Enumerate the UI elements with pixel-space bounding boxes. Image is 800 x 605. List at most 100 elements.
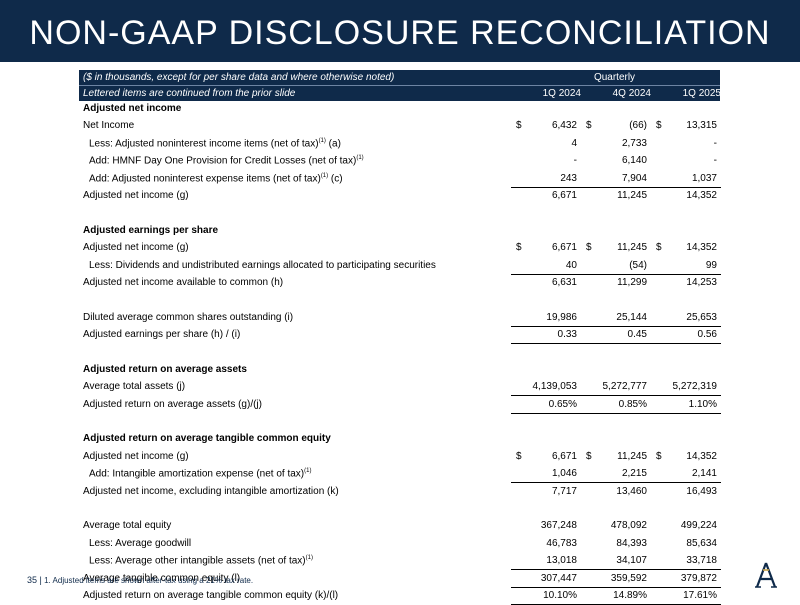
cell-value: 84,393 <box>616 537 647 549</box>
row-label: Adjusted net income (g) <box>83 189 189 201</box>
currency-symbol: $ <box>516 450 522 462</box>
row-label: Add: Adjusted noninterest expense items … <box>89 172 343 184</box>
cell-value: 34,107 <box>616 555 647 567</box>
footer: 35 | 1. Adjusted items are shown after-t… <box>27 575 253 585</box>
cell-value: 10.10% <box>543 589 577 601</box>
value-cell: - <box>511 155 581 169</box>
table-row: Adjusted return on average assets (g)/(j… <box>79 397 721 414</box>
cell-value: 14,352 <box>686 450 717 462</box>
value-cell: 7,904 <box>581 173 651 188</box>
company-logo-icon <box>752 560 780 590</box>
cell-value: 11,299 <box>617 276 647 288</box>
section-heading: Adjusted net income <box>83 103 182 114</box>
cell-value: 0.45 <box>627 329 647 341</box>
cell-value: 4,139,053 <box>532 381 578 393</box>
cell-value: 499,224 <box>680 520 717 532</box>
row-label: Adjusted return on average tangible comm… <box>83 589 339 601</box>
row-label: Add: HMNF Day One Provision for Credit L… <box>89 155 364 167</box>
spacer-row <box>79 501 720 518</box>
cell-value: 40 <box>565 259 577 271</box>
cell-value: 13,460 <box>616 485 647 497</box>
value-cell: - <box>651 155 721 169</box>
table-row: Adjusted net income <box>79 101 720 118</box>
table-row: Adjusted return on average assets <box>79 362 720 379</box>
value-cell: 13,018 <box>511 555 581 571</box>
cell-value: 6,671 <box>551 189 577 201</box>
table-header-row-2: Lettered items are continued from the pr… <box>79 85 721 101</box>
cell-value: 6,671 <box>551 450 577 462</box>
cell-value: 99 <box>705 259 717 271</box>
table-row: Adjusted return on average tangible comm… <box>79 588 721 605</box>
value-cell: 14,253 <box>651 277 721 291</box>
cell-value: - <box>713 155 717 167</box>
units-note: ($ in thousands, except for per share da… <box>83 72 395 83</box>
table-header-row-1: ($ in thousands, except for per share da… <box>79 70 720 85</box>
currency-symbol: $ <box>656 120 662 132</box>
cell-value: 19,986 <box>546 311 577 323</box>
cell-value: 14,352 <box>686 189 717 201</box>
table-row: Average total assets (j) 4,139,053 5,272,7… <box>79 379 721 397</box>
section-heading: Adjusted earnings per share <box>83 224 219 236</box>
cell-value: 14,253 <box>686 276 717 288</box>
row-label: Less: Average goodwill <box>89 537 192 549</box>
cell-value: 0.85% <box>618 398 647 410</box>
row-label: Add: Intangible amortization expense (ne… <box>89 468 312 480</box>
footnote-marker: (1) <box>356 155 364 162</box>
value-cell: 6,631 <box>511 277 581 291</box>
value-cell: 10.10% <box>511 590 581 605</box>
cell-value: (54) <box>629 259 647 271</box>
value-cell: - <box>651 138 721 152</box>
value-cell: 6,671 <box>511 190 581 204</box>
cell-value: 2,215 <box>621 468 647 480</box>
row-label: Adjusted net income, excluding intangibl… <box>83 485 339 497</box>
value-cell: 16,493 <box>651 486 721 500</box>
currency-symbol: $ <box>516 120 522 132</box>
table-row: Adjusted net income (g) $6,671 $11,245 $14,… <box>79 449 720 466</box>
value-cell: 359,592 <box>581 573 651 588</box>
row-label: Average total equity <box>83 520 172 532</box>
value-cell: $14,352 <box>651 242 721 256</box>
value-cell: 478,092 <box>581 520 651 534</box>
footnote-marker: (1) <box>318 137 326 144</box>
cell-value: 6,140 <box>621 155 647 167</box>
cell-value: 1.10% <box>688 398 717 410</box>
table-row: Adjusted earnings per share (h) / (i) 0.3… <box>79 327 721 345</box>
table-row: Diluted average common shares outstandin… <box>79 310 721 327</box>
footnote: 1. Adjusted items are shown after-tax us… <box>44 576 254 585</box>
value-cell: 0.33 <box>511 329 581 345</box>
cell-value: 6,432 <box>551 120 577 132</box>
cell-value: 307,447 <box>540 572 577 584</box>
table-body: Adjusted net income Net Income $6,432 $ (66)… <box>79 101 721 605</box>
table-row: Adjusted net income (g) $6,671 $11,245 $14,… <box>79 240 720 257</box>
quarterly-group-label: Quarterly <box>593 72 636 83</box>
row-label: Average total assets (j) <box>83 381 186 393</box>
value-cell: 33,718 <box>651 555 721 571</box>
value-cell: $13,315 <box>651 120 721 134</box>
value-cell: 0.56 <box>651 329 721 345</box>
spacer-row <box>79 344 720 361</box>
footnote-marker: (1) <box>304 468 312 475</box>
cell-value: 16,493 <box>686 485 717 497</box>
footnote-marker: (1) <box>305 555 313 562</box>
table-row: Adjusted net income (g) 6,671 11,245 14,352 <box>79 188 720 205</box>
value-cell: 85,634 <box>651 538 721 552</box>
value-cell: 499,224 <box>651 520 721 534</box>
value-cell: 4 <box>511 138 581 152</box>
table-row: Adjusted net income available to common … <box>79 275 720 292</box>
column-header-1q2025: 1Q 2025 <box>682 88 721 99</box>
cell-value: 11,245 <box>617 189 647 201</box>
row-label: Adjusted earnings per share (h) / (i) <box>83 329 241 341</box>
value-cell: 5,272,777 <box>581 381 651 397</box>
value-cell: 17.61% <box>651 590 721 605</box>
currency-symbol: $ <box>656 450 662 462</box>
table-row: Less: Average goodwill 46,783 84,393 85,634 <box>79 536 720 553</box>
value-cell: 1,046 <box>511 468 581 484</box>
row-label: Adjusted return on average assets (g)/(j… <box>83 398 262 410</box>
value-cell: $11,245 <box>581 242 651 256</box>
currency-symbol: $ <box>586 450 592 462</box>
currency-symbol: $ <box>586 242 592 254</box>
cell-value: 46,783 <box>546 537 577 549</box>
table-row: Adjusted earnings per share <box>79 223 720 240</box>
table-row: Less: Dividends and undistributed earnin… <box>79 258 721 275</box>
value-cell: $6,432 <box>511 120 581 134</box>
